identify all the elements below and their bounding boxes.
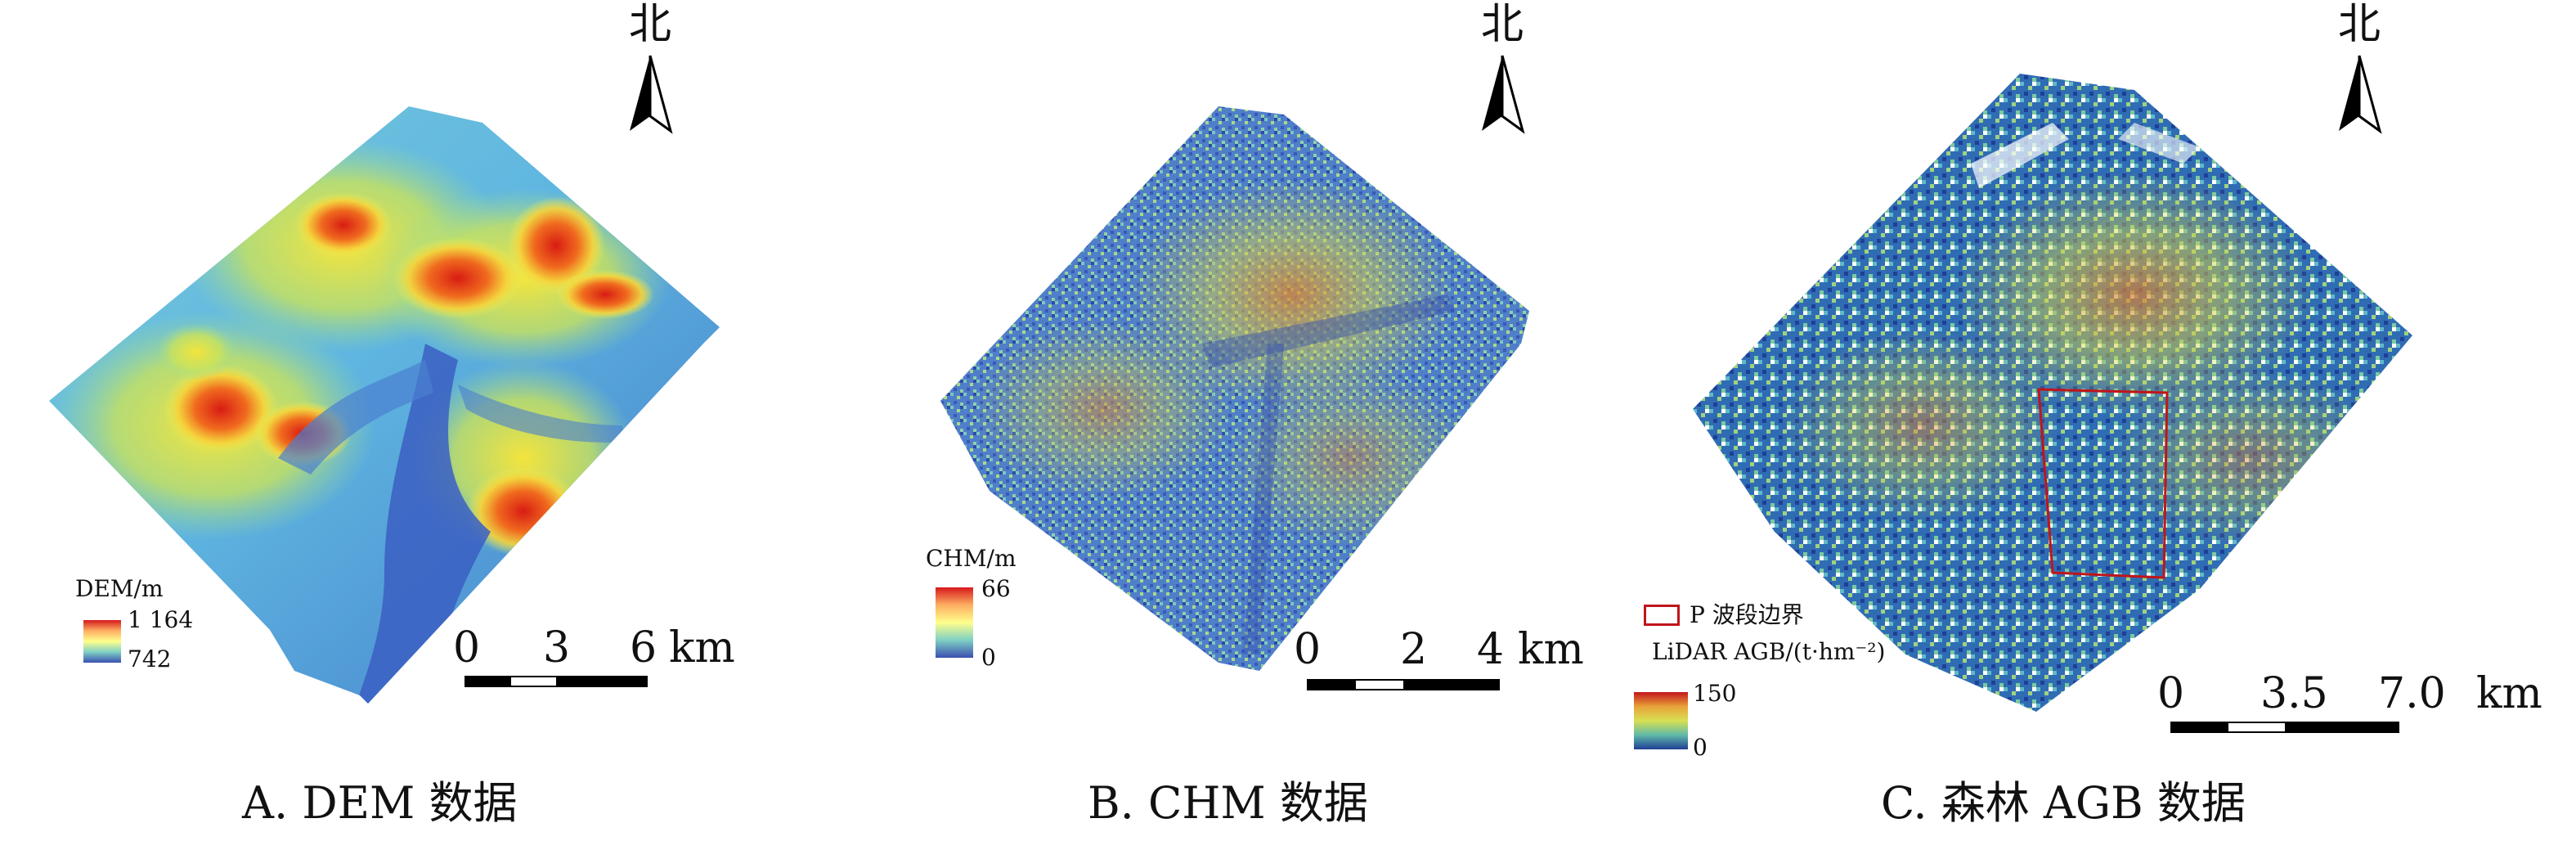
dem-legend-min: 742	[128, 645, 172, 672]
agb-scale-tick-0: 0	[2157, 669, 2185, 718]
agb-legend-min: 0	[1693, 734, 1708, 761]
agb-caption: C. 森林 AGB 数据	[1881, 777, 2246, 829]
chm-scale-unit: km	[1518, 625, 1584, 674]
north-label: 北	[2337, 0, 2381, 49]
agb-raster	[1693, 74, 2412, 712]
dem-scale-bar	[464, 676, 648, 687]
dem-scale-tick-0: 0	[453, 623, 481, 672]
chm-legend-max: 66	[981, 575, 1011, 602]
chm-scale-bar	[1307, 679, 1500, 690]
north-arrow-icon	[630, 55, 673, 134]
dem-scale-tick-2: 6	[630, 623, 657, 672]
chm-caption: B. CHM 数据	[1088, 777, 1368, 829]
north-label: 北	[1480, 0, 1524, 49]
dem-legend-max: 1 164	[128, 606, 194, 633]
chm-scale-tick-2: 4	[1477, 625, 1505, 674]
chm-legend-ramp	[936, 587, 973, 658]
panel-dem: 北 DEM/m 1 164 742 0 3 6 km A. DEM 数据	[0, 0, 859, 841]
panel-chm: 北 CHM/m 66 0 0 2 4 km B. CHM 数据	[859, 0, 1676, 841]
dem-caption: A. DEM 数据	[242, 777, 518, 829]
agb-scale-bar	[2170, 722, 2399, 733]
agb-boundary-label: P 波段边界	[1690, 601, 1804, 628]
panel-agb: 北 P 波段边界 LiDAR AGB/(t·hm⁻²) 150 0 0 3.5 …	[1634, 0, 2576, 841]
boundary-swatch-icon	[1644, 605, 1680, 626]
chm-map	[940, 106, 1529, 671]
chm-scale-tick-1: 2	[1400, 625, 1428, 674]
north-arrow-icon	[2339, 55, 2382, 134]
north-arrow-icon	[1482, 55, 1525, 134]
dem-map	[49, 106, 720, 704]
north-arrow: 北	[2331, 0, 2388, 142]
agb-scale-tick-2: 7.0	[2378, 669, 2446, 718]
p-band-boundary	[2037, 388, 2169, 579]
agb-legend-ramp	[1634, 692, 1688, 749]
dem-legend-ramp	[83, 620, 121, 663]
agb-scale-unit: km	[2476, 669, 2542, 718]
chm-legend-title: CHM/m	[926, 545, 1016, 572]
chm-scale-tick-0: 0	[1294, 625, 1322, 674]
dem-scale-tick-1: 3	[543, 623, 571, 672]
agb-scale-tick-1: 3.5	[2260, 669, 2328, 718]
chm-legend-min: 0	[981, 644, 996, 671]
agb-legend-max: 150	[1693, 680, 1737, 707]
north-arrow: 北	[622, 0, 679, 142]
agb-boundary-legend: P 波段边界	[1644, 602, 1804, 628]
north-label: 北	[628, 0, 671, 49]
dem-legend-title: DEM/m	[75, 575, 164, 602]
agb-legend-title: LiDAR AGB/(t·hm⁻²)	[1652, 638, 1886, 665]
agb-map	[1693, 74, 2412, 712]
dem-scale-unit: km	[669, 623, 735, 672]
north-arrow: 北	[1474, 0, 1531, 142]
